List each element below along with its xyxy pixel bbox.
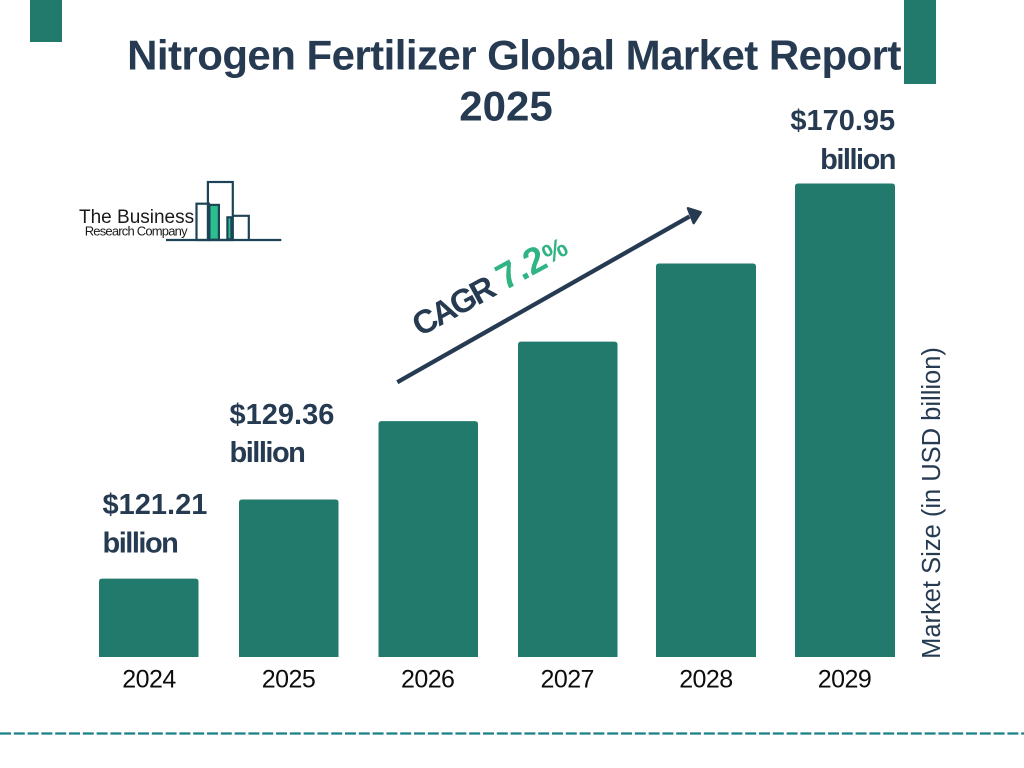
svg-text:2028: 2028 bbox=[679, 666, 732, 694]
svg-text:Nitrogen Fertilizer Global Mar: Nitrogen Fertilizer Global Market Report bbox=[127, 32, 901, 79]
svg-text:2024: 2024 bbox=[122, 666, 176, 694]
svg-text:2027: 2027 bbox=[540, 666, 593, 694]
svg-text:2029: 2029 bbox=[818, 666, 871, 694]
svg-text:Market Size (in USD billion): Market Size (in USD billion) bbox=[918, 347, 946, 659]
svg-text:Research Company: Research Company bbox=[85, 224, 188, 239]
svg-text:billion: billion bbox=[230, 437, 305, 469]
svg-text:2026: 2026 bbox=[401, 666, 454, 694]
svg-text:$121.21: $121.21 bbox=[103, 489, 208, 521]
svg-text:2025: 2025 bbox=[262, 666, 315, 694]
svg-text:billion: billion bbox=[103, 527, 178, 559]
svg-text:The Business: The Business bbox=[79, 207, 194, 228]
svg-text:2025: 2025 bbox=[459, 83, 552, 130]
svg-text:$170.95: $170.95 bbox=[790, 105, 895, 137]
svg-text:billion: billion bbox=[820, 144, 895, 176]
svg-text:$129.36: $129.36 bbox=[230, 399, 335, 431]
